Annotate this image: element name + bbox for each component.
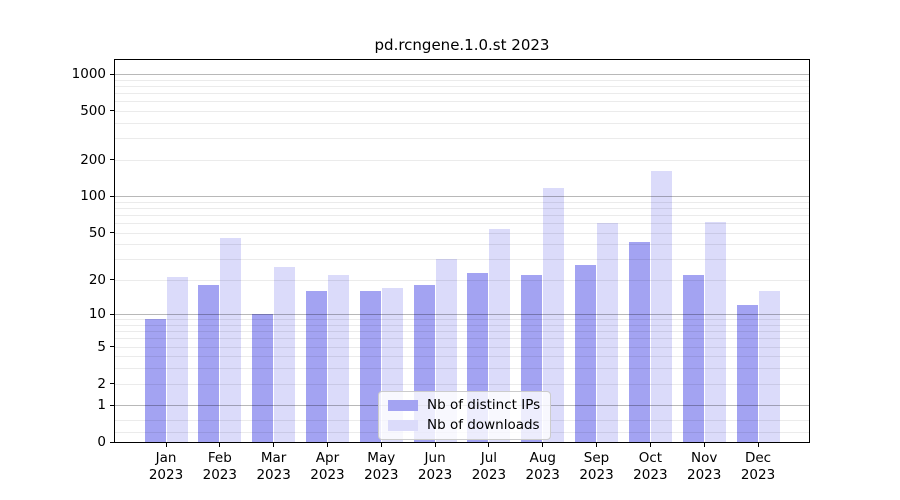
legend: Nb of distinct IPs Nb of downloads — [378, 391, 552, 440]
bar-distinct-ips-jan — [144, 319, 166, 442]
bar-downloads-jul — [489, 228, 511, 442]
y-tick-mark — [110, 346, 114, 348]
x-tick-label-year: 2023 — [471, 467, 507, 483]
x-tick-label-year: 2023 — [579, 467, 614, 483]
x-tick-label-year: 2023 — [525, 467, 560, 483]
y-tick-label: 50 — [88, 224, 106, 241]
y-tick-label: 5 — [97, 338, 106, 355]
bar-distinct-ips-sep — [575, 264, 597, 442]
x-tick-label-year: 2023 — [633, 467, 668, 483]
bar-downloads-oct — [650, 171, 672, 442]
y-tick-mark — [110, 159, 114, 161]
x-tick-label-year: 2023 — [686, 467, 722, 483]
y-tick-mark — [110, 110, 114, 112]
bar-downloads-apr — [327, 275, 349, 442]
y-tick-label: 100 — [80, 188, 106, 205]
x-tick-label: Nov 2023 — [669, 450, 739, 484]
bar-downloads-mar — [274, 266, 296, 442]
x-tick-label-year: 2023 — [310, 467, 345, 483]
legend-row-distinct-ips: Nb of distinct IPs — [388, 398, 540, 413]
x-tick-mark — [703, 443, 705, 447]
bar-distinct-ips-nov — [682, 275, 704, 442]
bar-downloads-sep — [597, 223, 619, 442]
bar-downloads-nov — [704, 222, 726, 442]
y-tick-mark — [110, 73, 114, 75]
plot-area: Nb of distinct IPs Nb of downloads — [114, 59, 810, 443]
x-tick-mark — [165, 443, 167, 447]
y-tick-label: 1000 — [71, 66, 106, 83]
x-tick-label-year: 2023 — [740, 467, 776, 483]
bars-layer — [115, 60, 809, 442]
x-tick-label: Jun 2023 — [400, 450, 470, 484]
bar-downloads-feb — [220, 238, 242, 442]
x-tick-label-year: 2023 — [417, 467, 453, 483]
x-tick-mark — [488, 443, 490, 447]
y-tick-label: 10 — [88, 306, 106, 323]
legend-label-downloads: Nb of downloads — [427, 417, 540, 433]
bar-distinct-ips-dec — [736, 305, 758, 442]
x-tick-mark — [596, 443, 598, 447]
x-tick-mark — [380, 443, 382, 447]
x-tick-mark — [273, 443, 275, 447]
bar-downloads-jan — [166, 277, 188, 442]
legend-swatch-downloads-icon — [388, 420, 418, 431]
bar-distinct-ips-may — [359, 291, 381, 442]
x-tick-label-year: 2023 — [148, 467, 184, 483]
x-tick-label: Mar 2023 — [239, 450, 309, 484]
x-tick-label: Apr 2023 — [292, 450, 362, 484]
x-tick-label: Oct 2023 — [615, 450, 685, 484]
bar-distinct-ips-mar — [252, 314, 274, 442]
x-tick-label: Jan 2023 — [131, 450, 201, 484]
legend-label-distinct-ips: Nb of distinct IPs — [427, 397, 541, 413]
y-tick-mark — [110, 195, 114, 197]
x-tick-mark — [219, 443, 221, 447]
x-tick-label: Jul 2023 — [454, 450, 524, 484]
x-tick-mark — [757, 443, 759, 447]
legend-swatch-distinct-ips-icon — [388, 400, 418, 411]
y-tick-label: 2 — [97, 375, 106, 392]
y-tick-mark — [110, 232, 114, 234]
y-tick-mark — [110, 279, 114, 281]
chart-title: pd.rcngene.1.0.st 2023 — [374, 36, 550, 54]
y-tick-mark — [110, 404, 114, 406]
x-tick-label-year: 2023 — [202, 467, 237, 483]
x-tick-label: Dec 2023 — [723, 450, 793, 484]
x-tick-label-year: 2023 — [256, 467, 291, 483]
y-tick-label: 0 — [97, 434, 106, 450]
y-tick-mark — [110, 313, 114, 315]
x-tick-label-year: 2023 — [364, 467, 399, 483]
x-tick-label: Aug 2023 — [508, 450, 578, 484]
bar-distinct-ips-apr — [305, 291, 327, 442]
bar-downloads-aug — [543, 188, 565, 442]
x-tick-label: Sep 2023 — [562, 450, 632, 484]
y-tick-mark — [110, 383, 114, 384]
x-tick-mark — [542, 443, 544, 447]
bar-distinct-ips-feb — [198, 285, 220, 442]
bar-downloads-dec — [758, 291, 780, 442]
x-tick-label: May 2023 — [346, 450, 416, 484]
y-tick-label: 1 — [97, 397, 106, 414]
x-tick-mark — [434, 443, 436, 447]
y-tick-label: 200 — [80, 151, 106, 168]
x-tick-mark — [326, 443, 328, 447]
y-tick-mark — [110, 441, 114, 443]
bar-distinct-ips-oct — [628, 241, 650, 442]
x-tick-mark — [649, 443, 651, 447]
legend-row-downloads: Nb of downloads — [388, 418, 540, 433]
y-tick-label: 500 — [80, 102, 106, 119]
y-tick-label: 20 — [88, 271, 106, 288]
x-tick-label: Feb 2023 — [185, 450, 255, 484]
